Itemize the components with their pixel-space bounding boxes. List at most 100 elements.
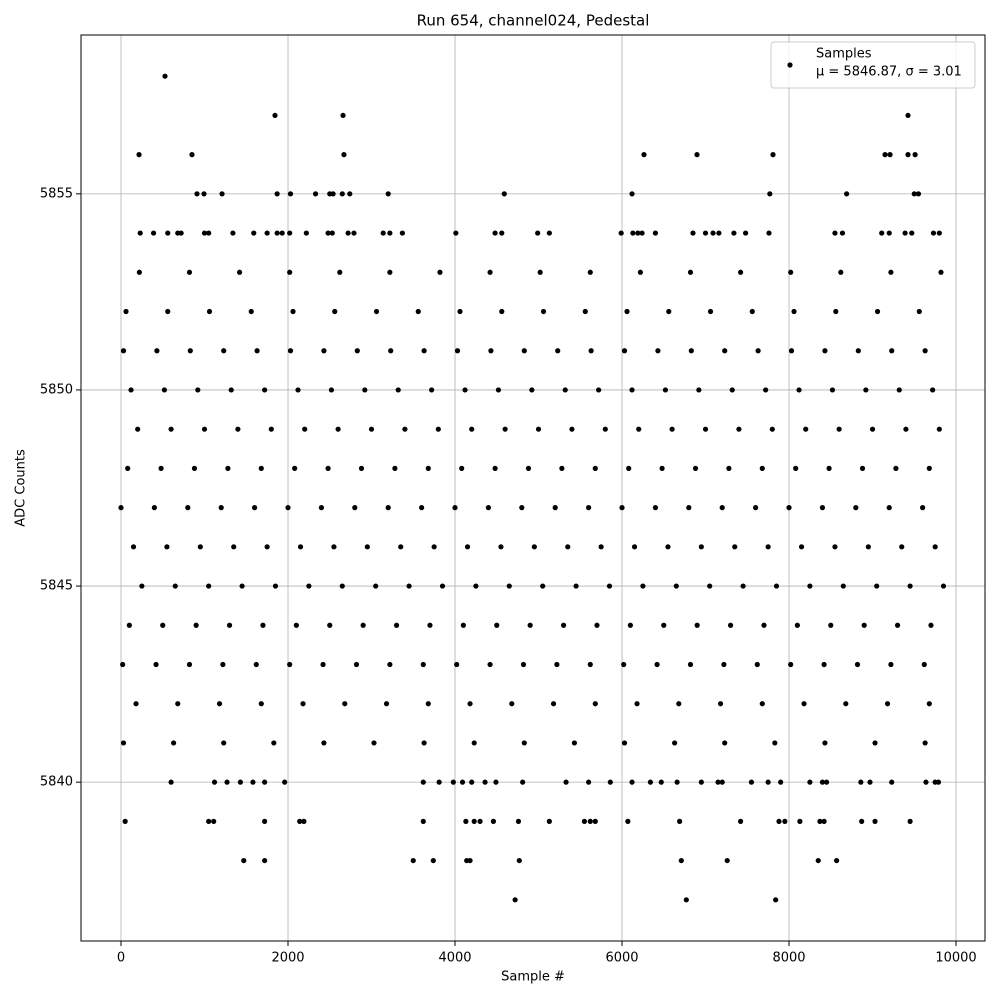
x-tick-label: 10000: [935, 951, 976, 966]
point: [260, 622, 266, 628]
point: [732, 544, 738, 550]
point: [515, 818, 522, 824]
point: [318, 505, 325, 511]
point: [297, 544, 304, 550]
point: [923, 779, 929, 785]
point: [485, 505, 492, 511]
point: [896, 387, 902, 393]
point: [673, 583, 679, 589]
point: [248, 308, 254, 315]
point: [692, 465, 699, 471]
point: [794, 622, 800, 628]
point: [819, 505, 826, 511]
point: [627, 622, 633, 628]
point: [803, 426, 809, 432]
point: [487, 661, 493, 668]
point: [494, 622, 500, 628]
point: [482, 779, 488, 785]
point: [654, 661, 660, 668]
point: [582, 308, 588, 315]
point: [160, 622, 166, 628]
y-tick-label: 5845: [40, 579, 73, 594]
point: [773, 583, 780, 589]
point: [748, 779, 755, 785]
point: [859, 818, 865, 824]
point: [865, 544, 871, 550]
point: [678, 857, 684, 864]
point: [823, 779, 830, 785]
point: [122, 818, 128, 824]
point: [495, 387, 502, 393]
point: [120, 348, 127, 354]
point: [493, 779, 499, 785]
point: [767, 191, 773, 197]
point: [753, 505, 759, 511]
point: [571, 740, 578, 746]
point: [189, 152, 195, 158]
point: [770, 152, 776, 158]
point: [930, 230, 937, 236]
point: [833, 308, 839, 315]
point: [899, 544, 905, 550]
point: [754, 661, 760, 668]
point: [387, 661, 393, 668]
point: [512, 897, 518, 903]
x-tick-label: 0: [117, 951, 125, 966]
point: [353, 661, 360, 668]
point: [380, 230, 386, 236]
point: [175, 701, 181, 707]
point: [459, 465, 465, 471]
point: [550, 701, 557, 707]
point: [715, 779, 721, 785]
point: [736, 426, 742, 432]
point: [335, 426, 341, 432]
point: [776, 818, 782, 824]
x-tick-label: 6000: [605, 951, 638, 966]
point: [602, 426, 608, 432]
point: [537, 269, 543, 275]
point: [586, 505, 592, 511]
point: [358, 465, 365, 471]
legend-box: [770, 41, 976, 89]
point: [872, 818, 878, 824]
point: [139, 583, 145, 589]
point: [521, 348, 527, 354]
point: [859, 465, 866, 471]
point: [766, 230, 772, 236]
point: [226, 622, 233, 628]
point: [888, 269, 894, 275]
point: [592, 701, 598, 707]
point: [788, 269, 794, 275]
point: [719, 779, 725, 785]
point: [364, 544, 370, 550]
point: [488, 348, 494, 354]
point: [262, 818, 268, 824]
point: [328, 387, 335, 393]
point: [647, 779, 654, 785]
point: [889, 779, 895, 785]
point: [763, 387, 769, 393]
point: [867, 779, 873, 785]
point: [625, 818, 631, 824]
point: [165, 308, 171, 315]
point: [926, 701, 932, 707]
point: [521, 740, 527, 746]
point: [641, 152, 647, 158]
point: [347, 191, 353, 197]
point: [922, 348, 928, 354]
point: [731, 230, 737, 236]
point: [253, 661, 259, 668]
point: [882, 152, 888, 158]
point: [662, 387, 669, 393]
point: [264, 544, 270, 550]
point: [525, 465, 532, 471]
point: [427, 622, 433, 628]
point: [894, 622, 901, 628]
point: [854, 661, 861, 668]
point: [425, 465, 431, 471]
y-tick-label: 5840: [40, 775, 73, 790]
point: [206, 230, 212, 236]
point: [905, 112, 911, 119]
point: [341, 152, 347, 158]
legend-marker: [787, 62, 793, 68]
